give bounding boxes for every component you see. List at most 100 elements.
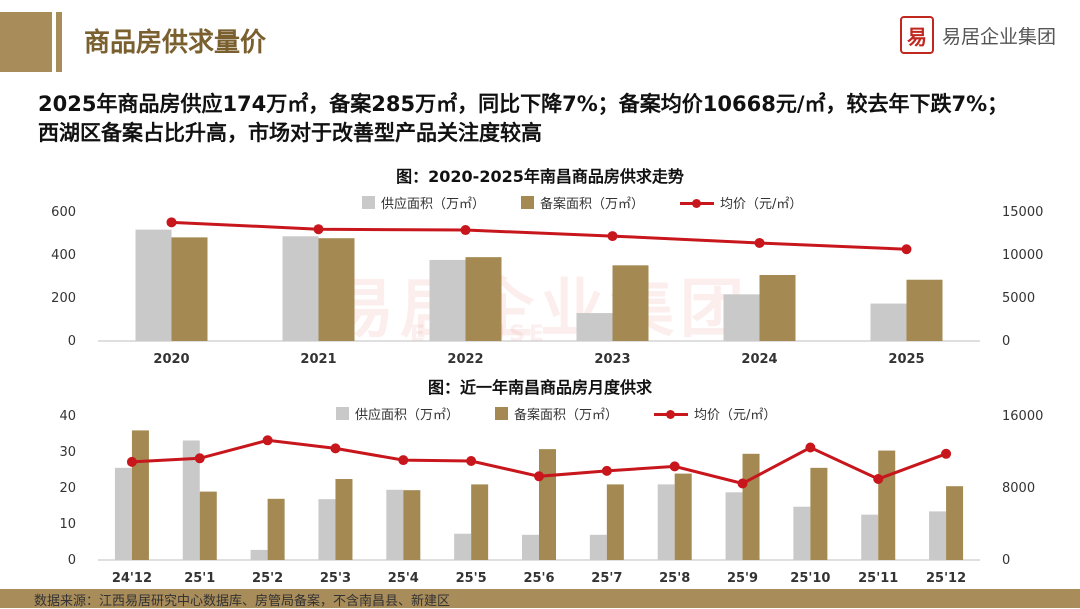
y2-tick-label: 15000 [1002,205,1043,220]
x-tick-label: 25'6 [523,571,554,586]
legend-line-price-icon [654,407,689,421]
bar-filing [465,257,502,341]
bar-supply [282,236,319,341]
price-point [466,456,477,466]
price-point [601,465,612,476]
bar-supply [929,511,947,560]
bar-filing [878,450,896,560]
bar-filing [946,486,964,560]
x-tick-label: 25'9 [727,571,758,586]
bar-supply [135,229,172,341]
bar-supply [589,534,607,560]
legend-swatch-filing [521,196,535,209]
bar-filing [606,484,624,560]
price-point [126,456,137,467]
x-tick-label: 2025 [888,352,924,367]
legend-label-price: 均价（元/㎡） [720,197,803,212]
bar-supply [657,484,675,560]
bar-filing [171,237,208,341]
price-point [941,448,952,459]
bar-filing [810,467,828,560]
headline: 2025年商品房供应174万㎡，备案285万㎡，同比下降7%；备案均价10668… [38,90,1058,148]
y2-tick-label: 0 [1002,334,1010,349]
y2-tick-label: 16000 [1002,409,1043,424]
x-tick-label: 25'8 [659,571,690,586]
bar-supply [861,514,879,560]
bar-filing [471,484,489,560]
bar-supply [793,506,811,560]
price-point [873,474,884,484]
data-source-note: 数据来源：江西易居研究中心数据库、房管局备案，不含南昌县、新建区 [34,594,451,609]
bar-supply [182,440,200,560]
bar-filing [403,490,421,560]
bar-supply [576,313,613,341]
legend-item-price: 均价（元/㎡） [654,404,776,423]
bar-supply [114,467,132,560]
price-point [166,217,177,228]
logo-seal-icon: 易 [899,16,934,54]
bar-supply [454,533,472,560]
y-tick-label: 0 [68,553,76,568]
footer-bar [0,589,1080,608]
headline-line-1: 2025年商品房供应174万㎡，备案285万㎡，同比下降7%；备案均价10668… [38,92,1009,116]
price-point [330,443,341,454]
y2-tick-label: 10000 [1002,248,1043,263]
y-tick-label: 600 [51,205,76,220]
bar-filing [131,430,149,560]
price-point [398,455,409,466]
y-tick-label: 200 [51,291,76,306]
price-point [262,435,273,446]
legend-label-supply: 供应面积（万㎡） [381,197,486,212]
bar-filing [906,279,943,341]
bar-supply [250,549,268,560]
x-tick-label: 25'5 [456,571,487,586]
legend-item-price: 均价（元/㎡） [680,193,802,212]
chart-2-title: 图：近一年南昌商品房月度供求 [427,378,652,397]
bar-supply [318,499,336,560]
x-tick-label: 2022 [447,352,483,367]
price-point [901,244,912,255]
y2-tick-label: 8000 [1002,481,1035,496]
bar-filing [318,238,355,341]
chart-1-legend: 供应面积（万㎡） 备案面积（万㎡） 均价（元/㎡） [362,193,838,212]
bar-supply [723,294,760,341]
header-accent-bar [0,12,52,72]
x-tick-label: 2023 [594,352,630,367]
y-tick-label: 400 [51,248,76,263]
x-tick-label: 25'4 [388,571,419,586]
legend-label-filing: 备案面积（万㎡） [514,408,619,423]
legend-swatch-supply [336,407,349,420]
bar-supply [870,303,907,341]
price-point [737,478,748,489]
bar-filing [759,274,796,341]
price-point [805,442,816,453]
y-tick-label: 20 [59,481,76,496]
price-point [460,225,471,236]
y2-tick-label: 0 [1002,553,1010,568]
bar-filing [612,265,649,341]
y2-tick-label: 5000 [1002,291,1035,306]
bar-supply [386,489,404,560]
chart-2-legend: 供应面积（万㎡） 备案面积（万㎡） 均价（元/㎡） [336,404,812,423]
price-point [194,453,205,464]
legend-label-filing: 备案面积（万㎡） [540,197,645,212]
legend-item-supply: 供应面积（万㎡） [362,193,485,212]
y-tick-label: 0 [68,334,76,349]
price-point [607,231,618,242]
bar-supply [522,534,539,560]
legend-item-filing: 备案面积（万㎡） [521,193,644,212]
x-tick-label: 25'7 [591,571,622,586]
price-point [754,237,765,248]
price-point [669,461,680,472]
bar-filing [199,491,217,560]
legend-line-price-icon [680,196,715,210]
legend-item-filing: 备案面积（万㎡） [495,404,618,423]
bar-supply [429,259,466,341]
bar-filing [335,479,353,560]
bar-filing [267,498,285,560]
bar-filing [674,473,692,560]
x-tick-label: 2024 [741,352,777,367]
bar-filing [742,453,760,560]
x-tick-label: 2020 [153,352,189,367]
